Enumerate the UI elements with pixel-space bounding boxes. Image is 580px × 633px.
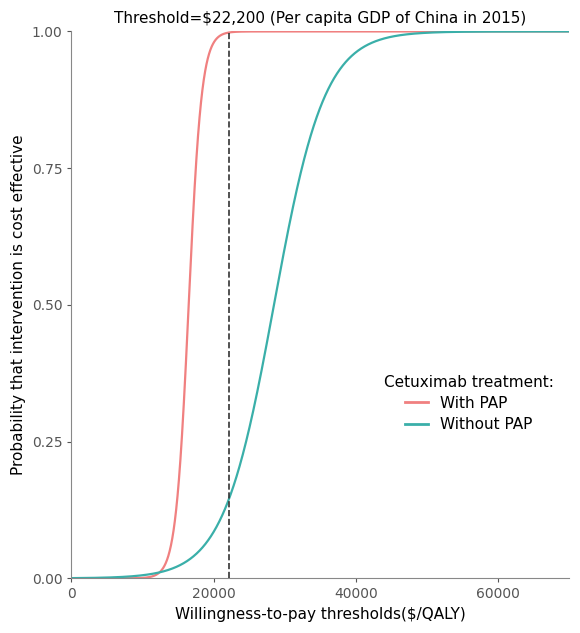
X-axis label: Willingness-to-pay thresholds($/QALY): Willingness-to-pay thresholds($/QALY)	[175, 607, 466, 622]
With PAP	[68, 575, 75, 582]
With PAP	[439, 28, 446, 35]
Without PAP	[158, 568, 165, 575]
With PAP	[258, 28, 265, 35]
Without PAP	[258, 367, 265, 375]
Legend: With PAP, Without PAP: With PAP, Without PAP	[376, 367, 561, 439]
With PAP	[392, 28, 398, 35]
Line: With PAP: With PAP	[71, 32, 569, 579]
With PAP	[423, 28, 430, 35]
Without PAP	[392, 32, 398, 40]
Line: Without PAP: Without PAP	[71, 32, 569, 578]
Y-axis label: Probability that intervention is cost effective: Probability that intervention is cost ef…	[11, 135, 26, 475]
Without PAP	[566, 28, 572, 35]
Without PAP	[439, 28, 446, 36]
Without PAP	[367, 40, 374, 47]
With PAP	[566, 28, 572, 35]
With PAP	[367, 28, 374, 35]
Without PAP	[68, 574, 75, 582]
Without PAP	[477, 28, 484, 35]
With PAP	[477, 28, 484, 35]
With PAP	[158, 566, 165, 573]
Title: Threshold=$22,200 (Per capita GDP of China in 2015): Threshold=$22,200 (Per capita GDP of Chi…	[114, 11, 526, 26]
